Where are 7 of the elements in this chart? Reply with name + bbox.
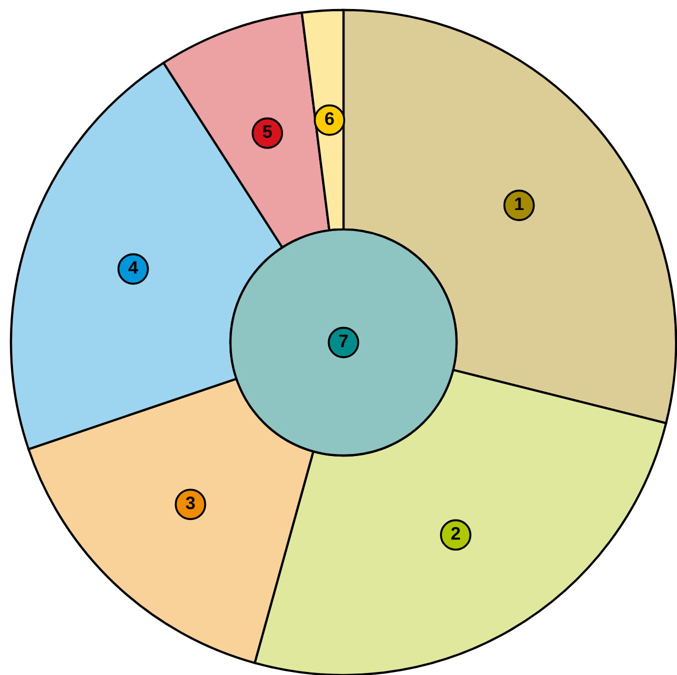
slice-label: 1 bbox=[515, 198, 524, 210]
slice-label: 6 bbox=[325, 112, 334, 125]
slice-label: 3 bbox=[186, 496, 195, 510]
text: 7 bbox=[339, 334, 348, 348]
slice-label: 4 bbox=[128, 261, 138, 274]
slice-label: 2 bbox=[451, 527, 460, 540]
slice-label: 5 bbox=[262, 125, 272, 138]
